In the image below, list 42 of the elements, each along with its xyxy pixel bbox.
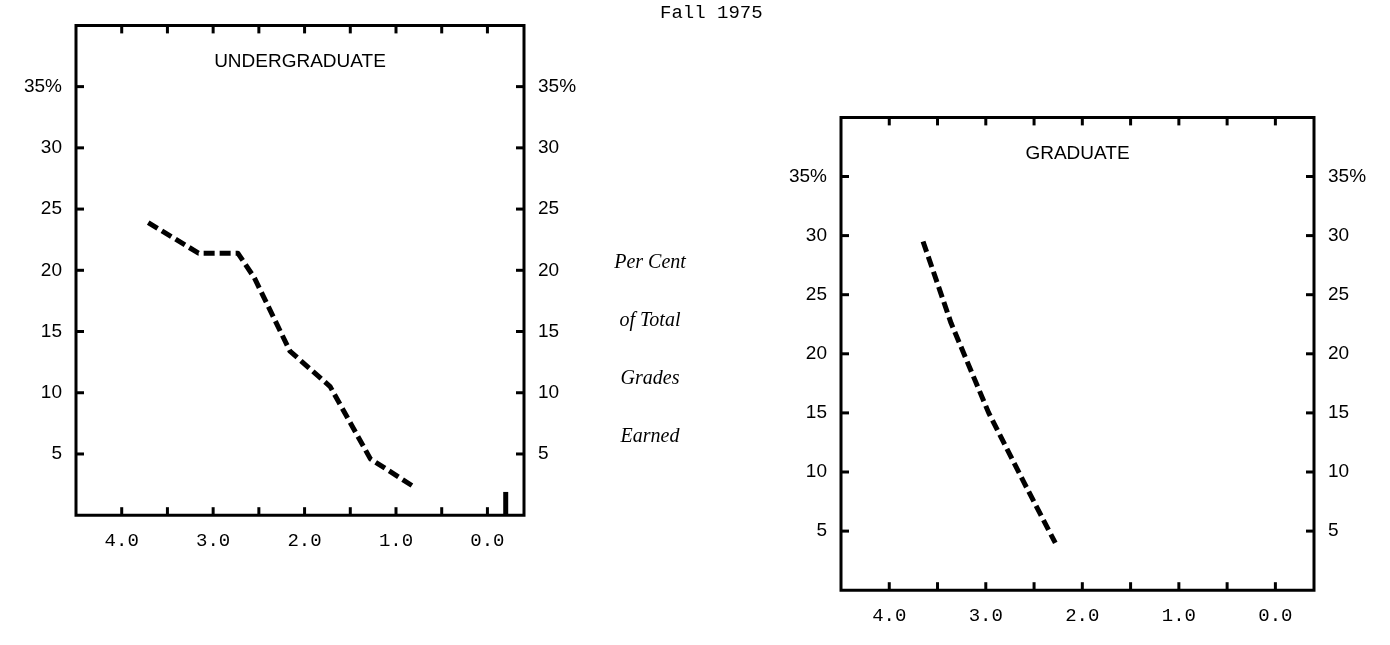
y-tick-label: 20 bbox=[40, 258, 62, 280]
y2-tick-label: 15 bbox=[538, 319, 560, 341]
text: Fall 1975 bbox=[660, 2, 763, 24]
y-tick-label: 30 bbox=[805, 223, 827, 245]
text: Per Cent of Total Grades Earned bbox=[614, 250, 686, 446]
y-tick-label: 35% bbox=[788, 164, 828, 186]
y2-tick-label: 10 bbox=[538, 380, 560, 402]
y-tick-label: 10 bbox=[805, 460, 827, 482]
y2-tick-label: 20 bbox=[538, 258, 560, 280]
x-tick-label: 4.0 bbox=[872, 604, 907, 627]
y2-tick-label: 30 bbox=[1328, 223, 1350, 245]
text: UNDERGRADUATE bbox=[214, 49, 386, 71]
x-tick-label: 3.0 bbox=[968, 604, 1003, 627]
y-tick-label: 20 bbox=[805, 342, 827, 364]
y-tick-label: 25 bbox=[805, 282, 827, 304]
y2-tick-label: 25 bbox=[1328, 282, 1350, 304]
y-tick-label: 15 bbox=[805, 401, 827, 423]
y2-tick-label: 15 bbox=[1328, 401, 1350, 423]
y2-tick-label: 5 bbox=[538, 442, 549, 464]
x-tick-label: 0.0 bbox=[470, 529, 505, 552]
y-tick-label: 10 bbox=[40, 380, 62, 402]
x-tick-label: 4.0 bbox=[104, 529, 139, 552]
y2-tick-label: 35% bbox=[538, 74, 577, 96]
y2-tick-label: 20 bbox=[1328, 342, 1350, 364]
y-tick-label: 35% bbox=[23, 74, 63, 96]
x-tick-label: 3.0 bbox=[196, 529, 231, 552]
x-tick-label: 1.0 bbox=[1161, 604, 1196, 627]
x-tick-label: 0.0 bbox=[1258, 604, 1293, 627]
y-tick-label: 25 bbox=[40, 197, 62, 219]
y-tick-label: 5 bbox=[51, 442, 62, 464]
y2-tick-label: 5 bbox=[1328, 519, 1339, 541]
text: GRADUATE bbox=[1025, 141, 1130, 163]
y-tick-label: 30 bbox=[40, 136, 62, 158]
x-tick-label: 1.0 bbox=[378, 529, 414, 552]
x-tick-label: 2.0 bbox=[1065, 604, 1100, 627]
y-tick-label: 15 bbox=[40, 319, 62, 341]
x-tick-label: 2.0 bbox=[287, 529, 322, 552]
y2-tick-label: 25 bbox=[538, 197, 560, 219]
y2-tick-label: 30 bbox=[538, 136, 560, 158]
y-tick-label: 5 bbox=[816, 519, 827, 541]
y2-tick-label: 10 bbox=[1328, 460, 1350, 482]
y2-tick-label: 35% bbox=[1328, 164, 1367, 186]
